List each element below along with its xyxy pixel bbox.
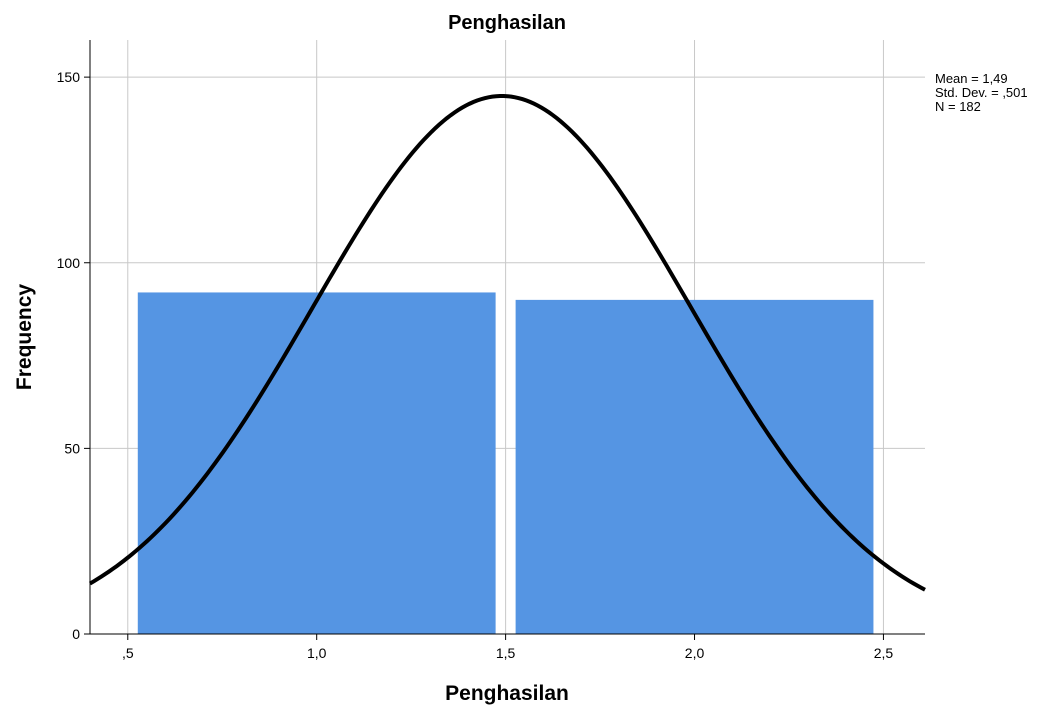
y-tick-label-3: 150 [57, 69, 81, 85]
x-axis-label: Penghasilan [445, 682, 569, 705]
normal-curve [88, 93, 926, 592]
x-tick-label-2: 1,5 [496, 645, 516, 661]
bars-group [137, 292, 874, 634]
y-ticks: 0 50 100 150 [57, 69, 90, 642]
x-tick-label-1: 1,0 [307, 645, 327, 661]
x-tick-label-0: ,5 [122, 645, 134, 661]
y-axis-label: Frequency [13, 284, 36, 391]
stat-line-2: N = 182 [935, 99, 981, 114]
y-tick-label-2: 100 [57, 255, 81, 271]
stat-line-1: Std. Dev. = ,501 [935, 85, 1028, 100]
chart-title: Penghasilan [448, 12, 566, 34]
x-tick-label-3: 2,0 [685, 645, 705, 661]
x-tick-label-4: 2,5 [874, 645, 894, 661]
bar-1 [515, 299, 874, 634]
stat-line-0: Mean = 1,49 [935, 71, 1008, 86]
bar-0 [137, 292, 496, 634]
x-ticks: ,5 1,0 1,5 2,0 2,5 [122, 634, 893, 661]
y-tick-label-1: 50 [64, 440, 80, 456]
y-tick-label-0: 0 [72, 626, 80, 642]
